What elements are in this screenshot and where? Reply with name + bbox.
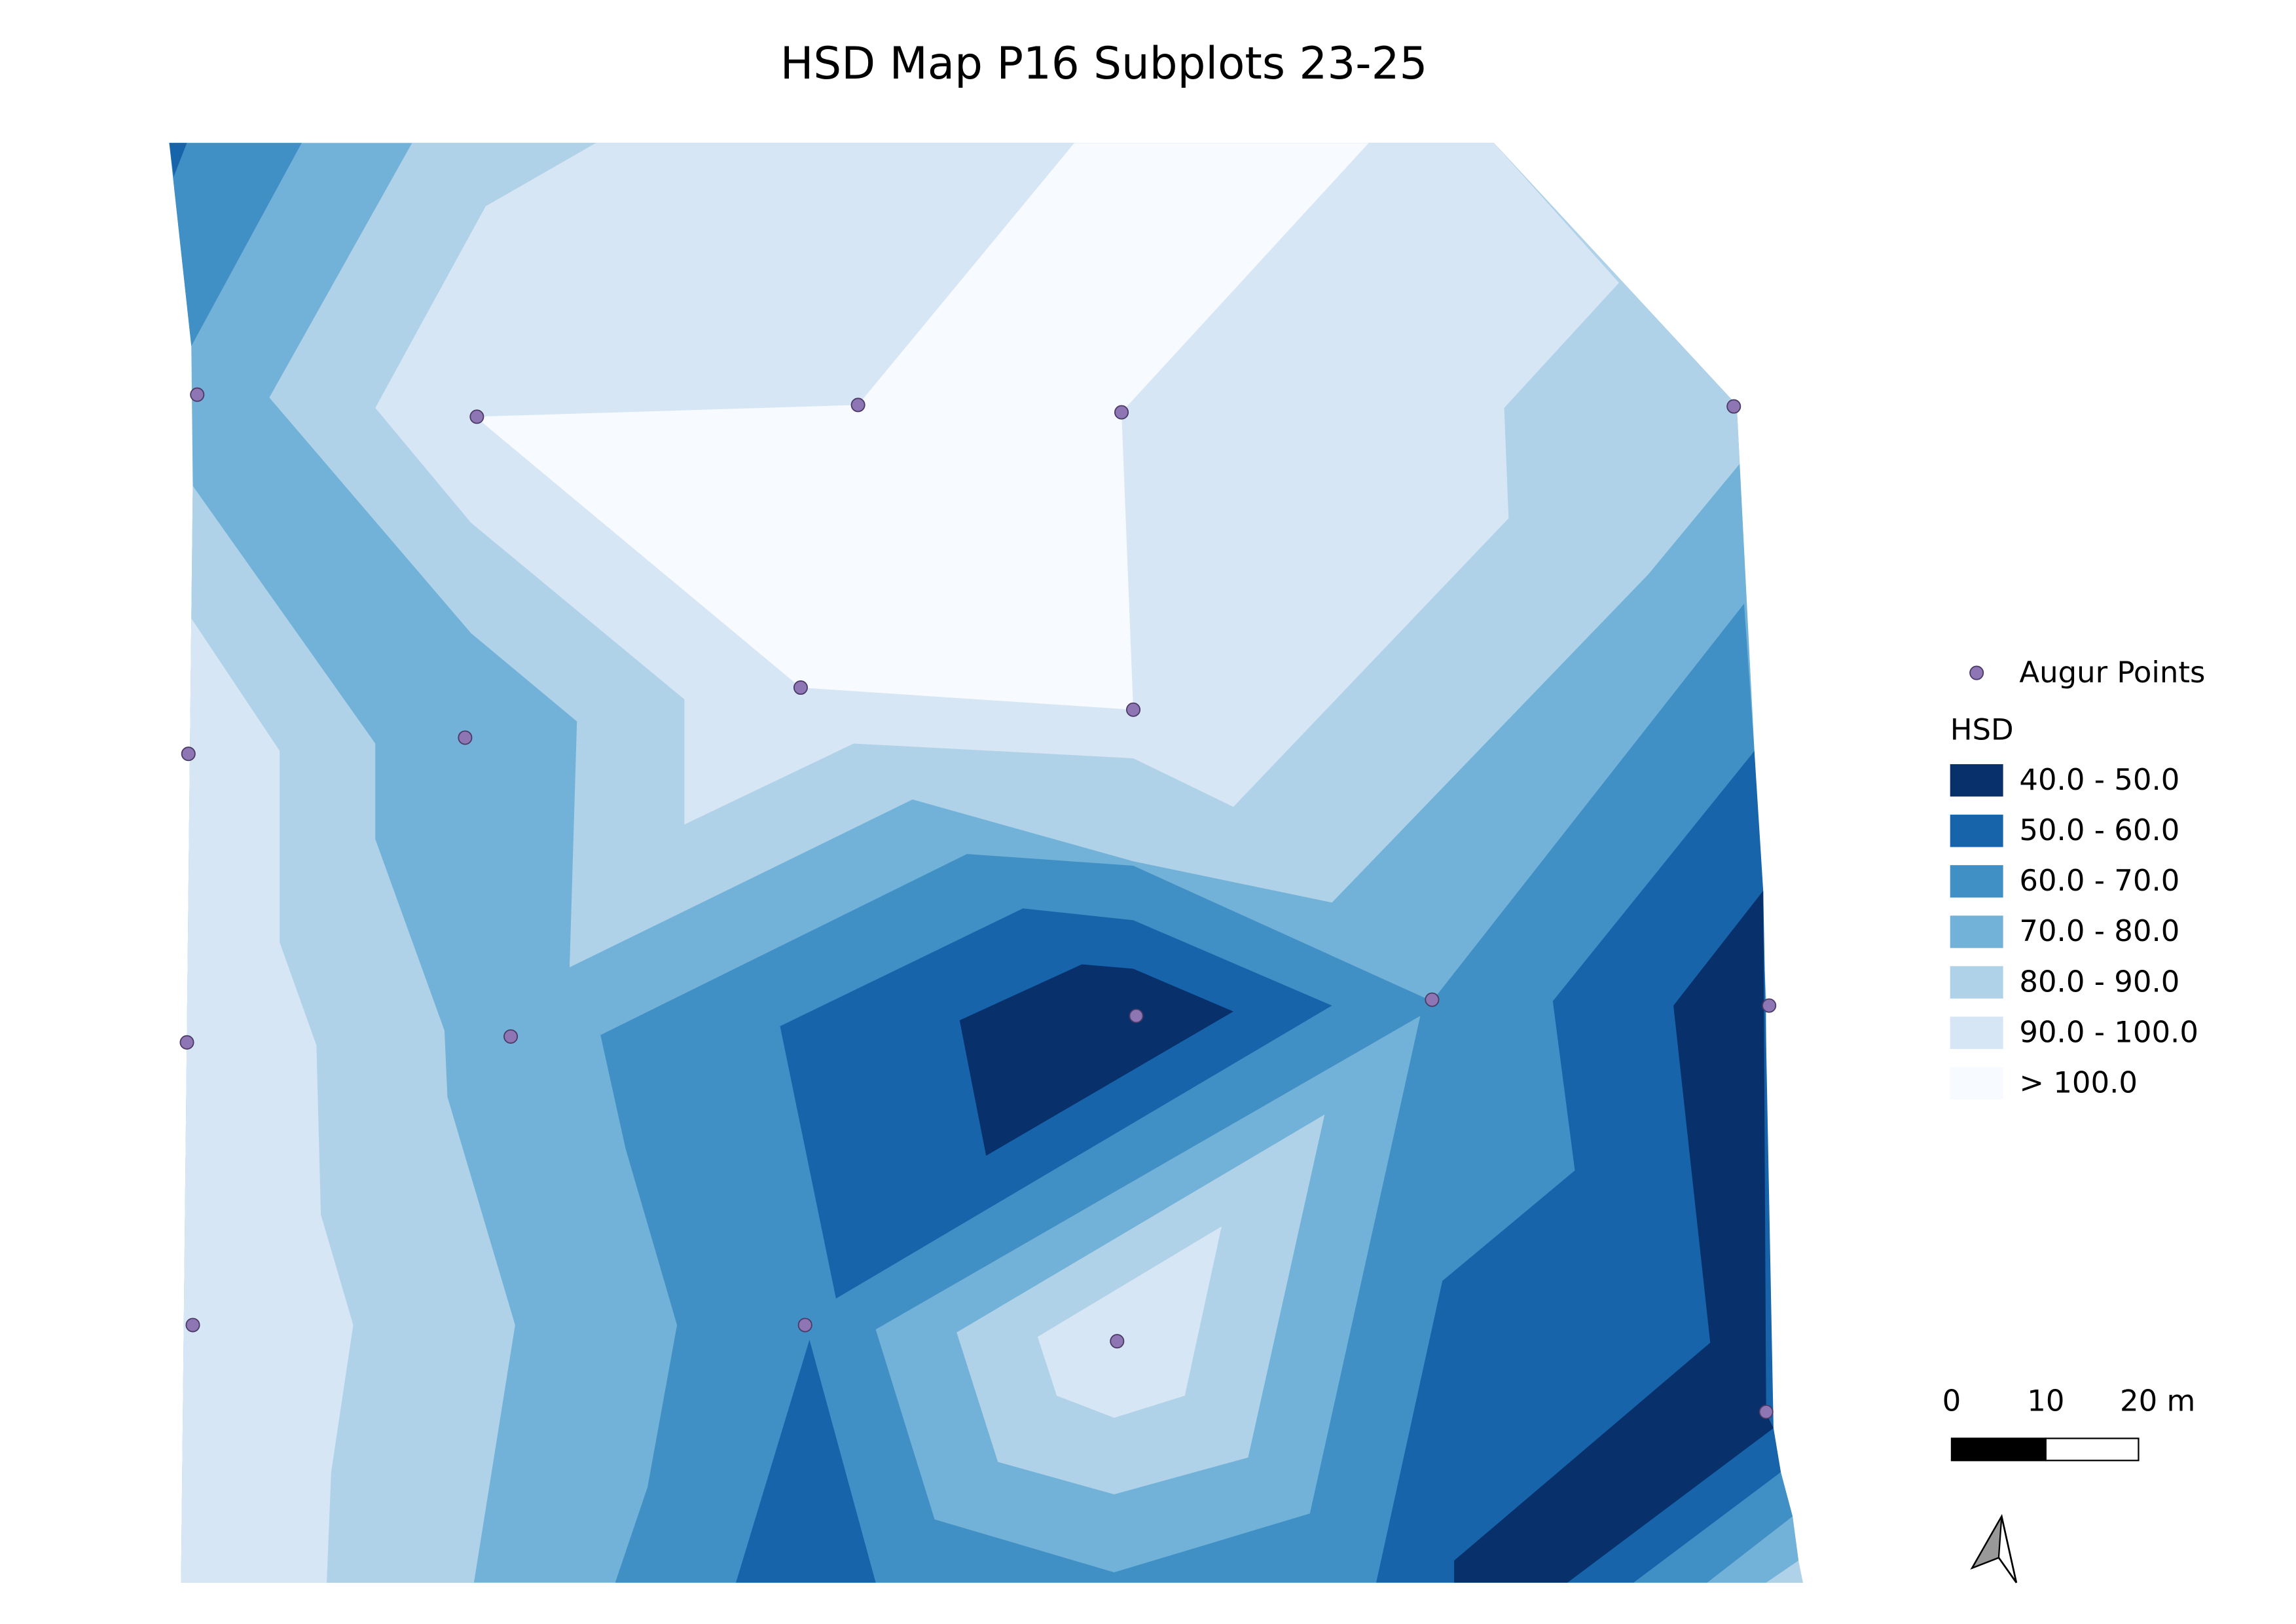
- augur-point: [503, 1029, 519, 1044]
- augur-point: [850, 397, 866, 413]
- contour-region: [169, 143, 187, 177]
- legend-swatch: [1950, 966, 2003, 999]
- scale-segment: [1950, 1437, 2047, 1462]
- contour-region: [1454, 891, 1774, 1583]
- contour-region: [1707, 1516, 1799, 1583]
- contour-region: [1037, 1226, 1222, 1418]
- contour-region: [736, 1339, 876, 1583]
- augur-point: [1110, 1334, 1125, 1349]
- contour-map: [169, 143, 1803, 1583]
- legend-swatch: [1950, 1067, 2003, 1100]
- legend-title: HSD: [1950, 712, 2014, 747]
- legend-label: 70.0 - 80.0: [2019, 913, 2179, 948]
- legend-label: 60.0 - 70.0: [2019, 863, 2179, 898]
- scale-label: 0: [1942, 1384, 1961, 1418]
- legend-label: 80.0 - 90.0: [2019, 964, 2179, 999]
- contour-region: [1633, 1472, 1793, 1583]
- scale-label: 20 m: [2120, 1384, 2195, 1418]
- contour-region: [475, 143, 1369, 710]
- augur-point: [1762, 998, 1777, 1013]
- legend-label: Augur Points: [2019, 655, 2205, 690]
- augur-point: [1129, 1008, 1144, 1024]
- legend-swatch: [1950, 915, 2003, 948]
- augur-point: [179, 1035, 194, 1050]
- contour-region: [169, 143, 302, 346]
- legend: Augur Points HSD 40.0 - 50.0 50.0 - 60.0 6…: [1950, 655, 2205, 1100]
- legend-point-symbol: [1969, 665, 1984, 680]
- augur-point: [1758, 1405, 1774, 1420]
- contour-region: [1766, 1560, 1803, 1583]
- legend-label: 50.0 - 60.0: [2019, 813, 2179, 847]
- map-title: HSD Map P16 Subplots 23-25: [780, 37, 1428, 89]
- legend-swatch: [1950, 1016, 2003, 1049]
- augur-points: [179, 387, 1777, 1420]
- scale-segment: [2045, 1437, 2140, 1462]
- augur-point: [469, 409, 484, 424]
- augur-point: [1114, 405, 1129, 420]
- augur-point: [793, 680, 808, 695]
- legend-label: 90.0 - 100.0: [2019, 1014, 2198, 1049]
- augur-point: [190, 387, 205, 402]
- augur-point: [181, 747, 196, 762]
- north-arrow: [1970, 1514, 2018, 1583]
- contour-region: [181, 618, 354, 1583]
- legend-label: 40.0 - 50.0: [2019, 762, 2179, 797]
- legend-swatch: [1950, 815, 2003, 847]
- legend-swatch: [1950, 865, 2003, 898]
- contour-region: [959, 964, 1233, 1156]
- scale-label: 10: [2027, 1384, 2064, 1418]
- legend-swatch: [1950, 764, 2003, 797]
- north-arrow-shade: [1970, 1516, 2003, 1570]
- legend-label: > 100.0: [2019, 1065, 2138, 1100]
- augur-point: [458, 730, 473, 745]
- augur-point: [797, 1318, 812, 1333]
- scale-bar: 0 10 20 m: [1942, 1384, 2195, 1462]
- augur-point: [1126, 702, 1141, 717]
- augur-point: [185, 1318, 200, 1333]
- augur-point: [1726, 399, 1741, 414]
- augur-point: [1425, 992, 1440, 1007]
